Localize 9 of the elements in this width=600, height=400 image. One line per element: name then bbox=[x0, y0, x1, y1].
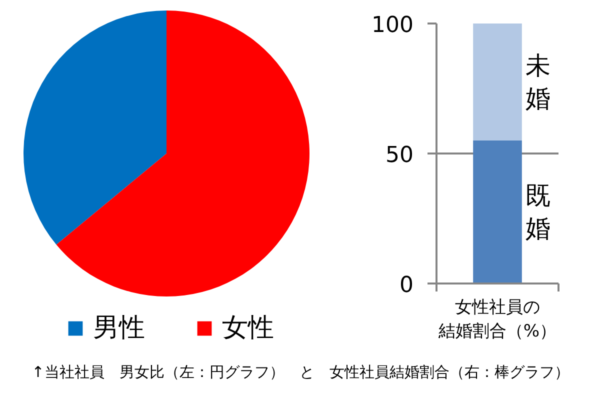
legend-label: 女性 bbox=[222, 312, 274, 345]
text: ↑当社社員 男女比（左：円グラフ） と 女性社員結婚割合（右：棒グラフ） bbox=[32, 362, 570, 381]
legend-label: 男性 bbox=[93, 312, 145, 345]
series-label: 既婚 bbox=[526, 180, 551, 244]
y-tick-label: 100 bbox=[372, 13, 414, 38]
y-tick-label: 0 bbox=[400, 273, 414, 298]
y-tick-label: 50 bbox=[386, 143, 414, 168]
series-label: 未婚 bbox=[526, 50, 551, 114]
x-tick-label: 女性社員の結婚割合（%） bbox=[437, 298, 557, 342]
